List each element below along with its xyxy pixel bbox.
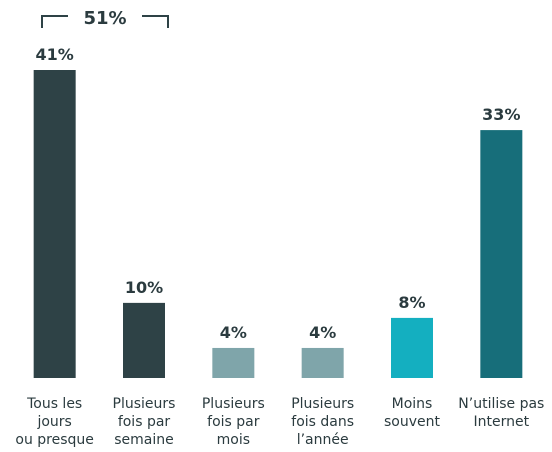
x-tick-label: Moins souvent xyxy=(384,396,441,430)
x-tick-label: N’utilise pas Internet xyxy=(458,396,544,430)
bar xyxy=(480,130,523,378)
bracket xyxy=(41,15,169,28)
x-tick-label: Plusieurs fois par mois xyxy=(202,396,265,448)
bar xyxy=(301,347,344,378)
bar xyxy=(212,347,255,378)
annotation: 51% xyxy=(83,8,126,29)
value-label: 4% xyxy=(309,323,336,342)
value-label: 41% xyxy=(36,45,74,64)
x-tick-label: Plusieurs fois par semaine xyxy=(113,396,176,448)
x-tick-label: Tous les jours ou presque xyxy=(15,396,94,448)
bar xyxy=(123,302,165,378)
value-label: 10% xyxy=(125,278,163,297)
bar xyxy=(391,317,433,378)
value-label: 8% xyxy=(398,293,425,312)
bar xyxy=(33,70,76,378)
value-label: 33% xyxy=(482,105,520,124)
value-label: 4% xyxy=(220,323,247,342)
x-tick-label: Plusieurs fois dans l’année xyxy=(291,396,354,448)
